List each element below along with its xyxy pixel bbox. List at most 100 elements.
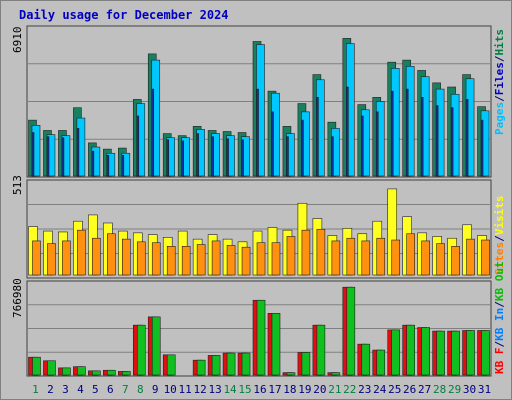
x-tick-label-day-28: 28 xyxy=(433,383,446,396)
bar-pages-day-26 xyxy=(405,88,409,177)
bar-sites-day-1 xyxy=(32,240,41,276)
bar-kbout-day-9 xyxy=(151,316,161,376)
x-axis-day-labels: 1 2 3 4 5 6 7 8 9 10 11 12 13 14 15 16 17 18 19 20 21 22 23 24 2… xyxy=(32,383,491,396)
legend-kbin: KB In xyxy=(493,308,506,341)
bar-kbout-day-13 xyxy=(211,355,221,376)
bar-sites-day-23 xyxy=(361,240,371,276)
bar-pages-day-14 xyxy=(226,138,229,177)
bar-pages-day-25 xyxy=(390,90,394,177)
x-tick-label-day-18: 18 xyxy=(283,383,296,396)
x-tick-label-day-19: 19 xyxy=(298,383,311,396)
bar-kbout-day-15 xyxy=(241,352,251,376)
bar-sites-day-16 xyxy=(256,242,266,276)
x-tick-label-day-17: 17 xyxy=(268,383,281,396)
svg-text:Pages/Files/Hits: Pages/Files/Hits xyxy=(493,29,506,135)
bar-pages-day-30 xyxy=(465,99,469,177)
bar-pages-day-7 xyxy=(121,155,125,177)
bar-sites-day-26 xyxy=(406,233,415,276)
bar-pages-day-15 xyxy=(241,139,244,177)
bar-kbout-day-2 xyxy=(47,360,56,376)
bar-kbout-day-3 xyxy=(62,367,71,376)
bar-pages-day-22 xyxy=(346,86,349,177)
bar-kbout-day-19 xyxy=(301,352,311,376)
legend-kbf: KB F xyxy=(493,348,506,375)
bar-kbout-day-29 xyxy=(451,330,460,376)
y-axis-max-label-top: 6910 xyxy=(11,27,24,54)
legend-files: Files xyxy=(493,62,506,95)
x-tick-label-day-9: 9 xyxy=(152,383,159,396)
bar-pages-day-31 xyxy=(480,119,484,177)
legend-top: Pages/Files/Hits xyxy=(493,29,506,135)
bar-pages-day-20 xyxy=(316,97,319,177)
legend-visits: Visits xyxy=(493,196,506,236)
x-tick-label-day-10: 10 xyxy=(164,383,177,396)
bar-sites-day-19 xyxy=(301,229,311,276)
bar-sites-day-28 xyxy=(436,243,445,276)
bar-pages-day-4 xyxy=(76,128,80,177)
bars-middle xyxy=(28,188,490,276)
legend-hits: Hits xyxy=(493,29,506,56)
x-tick-label-day-2: 2 xyxy=(47,383,54,396)
bar-sites-day-12 xyxy=(196,244,206,276)
bar-sites-day-11 xyxy=(181,246,191,276)
x-tick-label-day-1: 1 xyxy=(32,383,39,396)
bar-kbout-day-18 xyxy=(286,372,296,376)
bar-sites-day-7 xyxy=(122,238,131,276)
legend-bottom: KB F/KB In/KB Out xyxy=(493,261,506,374)
bar-kbout-day-23 xyxy=(361,343,371,376)
bar-sites-day-3 xyxy=(62,240,71,276)
legend-sep-2: / xyxy=(493,55,506,62)
x-tick-label-day-4: 4 xyxy=(77,383,84,396)
legend-sep-1: / xyxy=(493,95,506,102)
bar-kbout-day-24 xyxy=(376,349,386,376)
x-tick-label-day-8: 8 xyxy=(137,383,144,396)
bar-kbout-day-12 xyxy=(196,359,206,376)
x-tick-label-day-23: 23 xyxy=(358,383,371,396)
bar-sites-day-17 xyxy=(271,242,281,276)
bar-pages-day-18 xyxy=(286,136,289,177)
legend-kbout: KB Out xyxy=(493,261,506,301)
bar-pages-day-28 xyxy=(435,105,439,177)
bar-sites-day-4 xyxy=(77,229,86,276)
panel-visits-sites: 513 xyxy=(11,175,492,279)
legend-sep-5: / xyxy=(493,301,506,308)
bar-sites-day-10 xyxy=(166,246,176,276)
bar-kbout-day-1 xyxy=(32,356,41,376)
bar-kbout-day-5 xyxy=(92,370,101,376)
x-tick-label-day-20: 20 xyxy=(313,383,326,396)
bar-kbout-day-31 xyxy=(481,330,490,376)
bar-kbout-day-17 xyxy=(271,313,281,376)
bar-kbout-day-22 xyxy=(346,286,356,376)
bar-sites-day-18 xyxy=(286,236,296,276)
x-tick-label-day-31: 31 xyxy=(478,383,491,396)
legend-sep-3: / xyxy=(493,235,506,242)
legend-middle: Sites/Visits xyxy=(493,196,506,276)
bar-sites-day-31 xyxy=(481,239,490,276)
bar-sites-day-15 xyxy=(241,246,251,276)
bar-sites-day-8 xyxy=(136,241,146,276)
bar-kbout-day-6 xyxy=(107,369,116,376)
bar-sites-day-22 xyxy=(346,237,356,276)
bar-pages-day-21 xyxy=(331,136,334,177)
bar-sites-day-6 xyxy=(107,233,116,276)
bar-sites-day-13 xyxy=(211,240,221,276)
bar-pages-day-8 xyxy=(136,115,140,177)
bar-pages-day-2 xyxy=(46,136,50,177)
panel-kilobytes: 766980 xyxy=(11,278,492,377)
y-axis-max-label-bottom: 766980 xyxy=(11,278,24,318)
x-tick-label-day-26: 26 xyxy=(403,383,416,396)
bars-bottom xyxy=(28,286,490,376)
bar-pages-day-24 xyxy=(375,111,379,177)
bar-sites-day-2 xyxy=(47,243,56,276)
bar-kbout-day-25 xyxy=(391,329,401,376)
x-tick-label-day-6: 6 xyxy=(107,383,114,396)
bar-kbout-day-10 xyxy=(166,354,176,376)
panel-pages-files-hits: 6910 xyxy=(11,25,492,178)
x-tick-label-day-15: 15 xyxy=(238,383,251,396)
x-tick-label-day-11: 11 xyxy=(179,383,192,396)
bar-pages-day-13 xyxy=(211,136,214,177)
x-tick-label-day-16: 16 xyxy=(253,383,266,396)
bar-pages-day-1 xyxy=(31,132,35,177)
x-tick-label-day-27: 27 xyxy=(418,383,431,396)
